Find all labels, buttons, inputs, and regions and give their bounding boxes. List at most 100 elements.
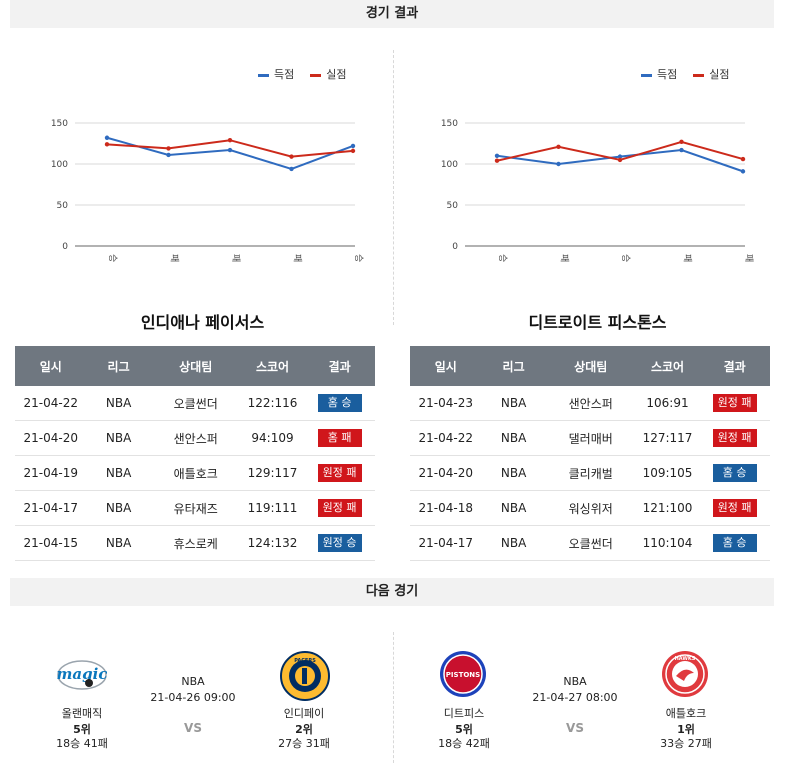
cell-result: 홈 승 xyxy=(699,455,770,491)
team-record: 27승 31패 xyxy=(278,737,330,750)
cell-opponent: 샌안스퍼 xyxy=(545,386,636,421)
team-rank: 5위 xyxy=(455,723,473,736)
cell-result: 원정 패 xyxy=(304,455,375,491)
cell-opponent: 오클썬더 xyxy=(150,386,241,421)
table-header-row: 일시 리그 상대팀 스코어 결과 xyxy=(15,346,375,386)
result-badge: 원정 패 xyxy=(317,464,362,482)
table-row: 21-04-20 NBA 클리캐벌 109:105 홈 승 xyxy=(410,455,770,491)
cell-opponent: 오클썬더 xyxy=(545,525,636,561)
hawks-logo-icon: HAWKS xyxy=(665,654,705,694)
legend-conceded: 실점 xyxy=(693,68,730,81)
data-point-conceded xyxy=(227,138,233,143)
data-point-score xyxy=(740,169,746,174)
magic-logo-icon: magic xyxy=(57,660,107,690)
cell-date: 21-04-15 xyxy=(15,525,87,561)
table-row: 21-04-23 NBA 샌안스퍼 106:91 원정 패 xyxy=(410,386,770,421)
x-tick-label: 패 xyxy=(169,254,180,262)
next-divider xyxy=(393,632,394,763)
cell-league: NBA xyxy=(86,490,151,526)
cell-date: 21-04-18 xyxy=(410,490,482,526)
cell-opponent: 샌안스퍼 xyxy=(150,420,241,456)
x-tick-label: 패 xyxy=(230,254,241,262)
x-tick-label: 패 xyxy=(682,254,693,262)
data-point-score xyxy=(227,147,233,153)
cell-opponent: 워싱위저 xyxy=(545,490,636,526)
legend-conceded-label: 실점 xyxy=(326,68,347,81)
chart-divider xyxy=(393,50,394,325)
col-result: 결과 xyxy=(304,346,375,386)
result-badge: 홈 승 xyxy=(712,464,757,482)
cell-result: 원정 승 xyxy=(304,525,375,561)
legend-score-label: 득점 xyxy=(657,68,678,81)
pistons-logo-icon: PISTONS xyxy=(443,654,483,694)
result-badge: 원정 패 xyxy=(712,394,757,412)
cell-result: 원정 패 xyxy=(699,420,770,456)
x-tick-label: 승 xyxy=(620,254,631,262)
table-row: 21-04-19 NBA 애틀호크 129:117 원정 패 xyxy=(15,455,375,491)
table-header-row: 일시 리그 상대팀 스코어 결과 xyxy=(410,346,770,386)
legend-conceded: 실점 xyxy=(310,68,347,81)
y-tick-label: 100 xyxy=(51,160,68,170)
team-title-right: 디트로이트 피스톤스 xyxy=(528,313,667,332)
y-tick-label: 0 xyxy=(62,242,68,252)
table-row: 21-04-22 NBA 오클썬더 122:116 홈 승 xyxy=(15,386,375,421)
cell-score: 94:109 xyxy=(240,420,305,456)
line-chart-detroit: 0 50 100 150 승 패 승 패 패 xyxy=(441,119,754,262)
results-section-header: 경기 결과 xyxy=(10,0,774,28)
col-result: 결과 xyxy=(699,346,770,386)
team-logo-pacers[interactable]: PACERS xyxy=(280,651,330,701)
legend-score: 득점 xyxy=(258,68,294,81)
col-league: 리그 xyxy=(481,346,546,386)
x-tick-label: 패 xyxy=(743,254,754,262)
pacers-logo-icon: PACERS xyxy=(289,658,321,692)
game-league: NBA xyxy=(181,675,205,688)
legend-conceded-swatch xyxy=(693,73,705,77)
cell-league: NBA xyxy=(481,490,546,526)
team-record: 33승 27패 xyxy=(660,737,712,750)
cell-score: 119:111 xyxy=(240,490,305,526)
team-logo-magic[interactable]: magic xyxy=(57,649,107,699)
col-score: 스코어 xyxy=(240,346,305,386)
legend-conceded-label: 실점 xyxy=(709,68,730,81)
data-point-score xyxy=(289,166,294,172)
team-logo-hawks[interactable]: HAWKS xyxy=(662,651,708,697)
cell-league: NBA xyxy=(86,525,151,561)
result-badge: 원정 패 xyxy=(317,499,362,517)
data-point-score xyxy=(494,153,500,158)
table-row: 21-04-17 NBA 오클썬더 110:104 홈 승 xyxy=(410,525,770,561)
data-point-conceded xyxy=(166,146,171,151)
team-logo-pistons[interactable]: PISTONS xyxy=(440,651,486,697)
team-rank: 5위 xyxy=(73,723,91,736)
result-badge: 원정 패 xyxy=(712,429,757,447)
svg-text:PISTONS: PISTONS xyxy=(446,671,480,679)
chart-legend-right: 득점 실점 xyxy=(641,66,730,82)
cell-result: 홈 승 xyxy=(699,525,770,561)
cell-opponent: 휴스로케 xyxy=(150,525,241,561)
cell-date: 21-04-17 xyxy=(15,490,87,526)
team-record: 18승 42패 xyxy=(438,737,490,750)
data-point-conceded xyxy=(556,144,561,149)
team-title-left: 인디애나 페이서스 xyxy=(140,313,265,332)
data-point-conceded xyxy=(494,158,500,163)
cell-score: 106:91 xyxy=(635,386,700,421)
cell-date: 21-04-20 xyxy=(15,420,87,456)
y-tick-label: 0 xyxy=(452,242,458,252)
cell-opponent: 유타재즈 xyxy=(150,490,241,526)
team-name: 애틀호크 xyxy=(665,707,707,720)
team-name: 인디페이 xyxy=(283,707,325,720)
y-tick-label: 50 xyxy=(447,201,459,211)
cell-date: 21-04-22 xyxy=(15,386,87,421)
data-point-score xyxy=(556,161,561,167)
data-point-conceded xyxy=(104,142,110,147)
cell-date: 21-04-23 xyxy=(410,386,482,421)
x-tick-label: 패 xyxy=(292,254,303,262)
game-league: NBA xyxy=(563,675,587,688)
cell-date: 21-04-20 xyxy=(410,455,482,491)
col-league: 리그 xyxy=(86,346,151,386)
table-row: 21-04-15 NBA 휴스로케 124:132 원정 승 xyxy=(15,525,375,561)
x-tick-label: 승 xyxy=(107,254,118,262)
col-score: 스코어 xyxy=(635,346,700,386)
team-record: 18승 41패 xyxy=(56,737,108,750)
cell-result: 원정 패 xyxy=(699,386,770,421)
y-tick-label: 150 xyxy=(441,119,458,129)
